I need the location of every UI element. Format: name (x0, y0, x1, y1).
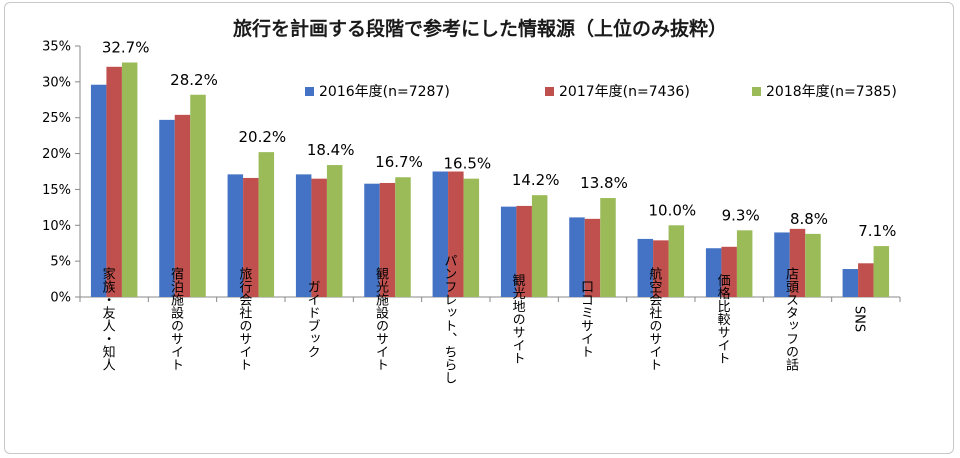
bar (106, 66, 122, 297)
bar (311, 178, 327, 297)
bar (637, 238, 654, 297)
y-tick-label: 0% (50, 291, 71, 306)
y-tick-label: 30% (42, 75, 71, 90)
bar (190, 94, 206, 297)
data-label: 16.5% (444, 155, 492, 173)
data-label: 32.7% (102, 38, 150, 56)
category-label: 旅行会社のサイト (236, 267, 252, 371)
data-label: 28.2% (170, 71, 218, 89)
data-label: 8.8% (790, 210, 828, 228)
legend-swatch (545, 87, 554, 96)
bar (569, 217, 585, 297)
data-label: 18.4% (307, 141, 355, 159)
bar (90, 84, 107, 298)
category-label: 口コミサイト (578, 280, 593, 358)
bar (227, 174, 244, 297)
category-label: パンフレット、ちらし (441, 254, 457, 384)
category-label: 観光施設のサイト (373, 267, 389, 371)
category-label: 価格比較サイト (715, 274, 731, 365)
category-label: 観光地のサイト (510, 274, 526, 365)
data-label: 14.2% (512, 171, 560, 189)
bar (705, 248, 722, 297)
y-tick-label: 5% (50, 255, 71, 270)
y-tick-label: 25% (42, 111, 71, 126)
data-label: 10.0% (649, 201, 697, 219)
category-label: ガイドブック (305, 280, 320, 358)
category-label: 家族・友人・知人 (100, 266, 116, 371)
legend-swatch (305, 87, 314, 96)
y-tick-label: 15% (42, 183, 71, 198)
bar (774, 232, 790, 297)
legend-swatch (752, 87, 761, 96)
legend-label: 2018年度(n=7385) (766, 84, 897, 100)
data-label: 9.3% (722, 206, 760, 224)
bar (721, 246, 737, 297)
bar (873, 246, 890, 297)
bar (432, 171, 449, 297)
bar (516, 205, 532, 297)
category-label: 店頭スタッフの話 (783, 267, 799, 371)
bar (395, 177, 411, 297)
category-label: 航空会社のサイト (646, 266, 662, 371)
bar (653, 240, 669, 297)
bar (858, 263, 874, 297)
bar (668, 225, 685, 297)
bar (736, 230, 753, 297)
bar (258, 152, 275, 297)
bar (295, 174, 312, 297)
data-label: 20.2% (239, 128, 287, 146)
category-label: 宿泊施設のサイト (168, 266, 184, 371)
bar (121, 62, 138, 297)
y-tick-label: 20% (42, 147, 71, 162)
bar (364, 183, 380, 297)
bar (805, 233, 821, 297)
bar (600, 198, 616, 297)
y-tick-label: 35% (42, 40, 71, 55)
chart-title: 旅行を計画する段階で参考にした情報源（上位のみ抜粋） (232, 18, 727, 40)
bar (448, 171, 464, 297)
category-label: SNS (851, 306, 866, 332)
bar (842, 269, 859, 297)
bar (243, 177, 259, 297)
bar (379, 182, 396, 297)
bar (789, 228, 806, 297)
bar (584, 218, 601, 297)
bar (174, 114, 191, 298)
data-label: 16.7% (375, 153, 423, 171)
legend-label: 2016年度(n=7287) (319, 84, 450, 100)
data-label: 13.8% (580, 174, 628, 192)
bar (500, 206, 517, 297)
y-tick-label: 10% (42, 219, 71, 234)
legend-label: 2017年度(n=7436) (559, 84, 690, 100)
bar (531, 195, 548, 297)
data-label: 7.1% (858, 222, 896, 240)
bar (326, 165, 343, 297)
bar (159, 119, 175, 297)
bar (463, 178, 480, 297)
